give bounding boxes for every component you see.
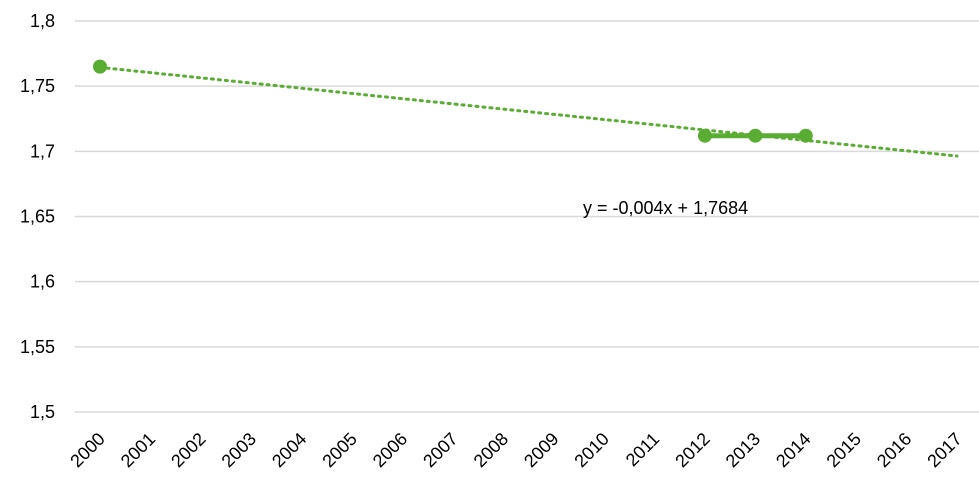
y-tick-label: 1,7 [30,141,55,161]
x-tick-label: 2014 [772,429,814,471]
x-tick-label: 2001 [117,429,159,471]
x-tick-label: 2015 [823,429,865,471]
x-tick-label: 2003 [218,429,260,471]
x-tick-label: 2008 [470,429,512,471]
x-tick-label: 2000 [66,429,108,471]
trendline-group [98,65,959,158]
x-tick-label: 2012 [671,429,713,471]
x-axis-tick-labels: 2000 2001 2002 2003 2004 2005 2006 2007 2008 2009… [66,429,965,471]
x-tick-label: 2004 [268,429,310,471]
x-tick-label: 2013 [722,429,764,471]
x-tick-label: 2005 [318,429,360,471]
x-tick-label: 2011 [622,429,664,471]
gridlines [75,20,979,413]
y-tick-label: 1,8 [30,11,55,31]
x-tick-label: 2010 [570,429,612,471]
data-point [93,59,107,74]
data-point [798,128,813,143]
y-tick-label: 1,55 [20,337,55,357]
series-group [93,59,813,143]
trendline [98,65,959,158]
y-axis-tick-labels: 1,5 1,55 1,6 1,65 1,7 1,75 1,8 [20,11,55,422]
x-tick-label: 2017 [923,429,965,471]
x-tick-label: 2006 [369,429,411,471]
data-point [697,128,712,143]
y-tick-label: 1,65 [20,207,55,227]
x-tick-label: 2009 [520,429,562,471]
trendline-equation: y = -0,004x + 1,7684 [583,198,748,218]
y-tick-label: 1,6 [30,272,55,292]
data-point [748,128,763,143]
y-tick-label: 1,75 [20,76,55,96]
x-tick-label: 2007 [419,429,461,471]
y-tick-label: 1,5 [30,402,55,422]
x-tick-label: 2002 [167,429,209,471]
x-tick-label: 2016 [873,429,915,471]
